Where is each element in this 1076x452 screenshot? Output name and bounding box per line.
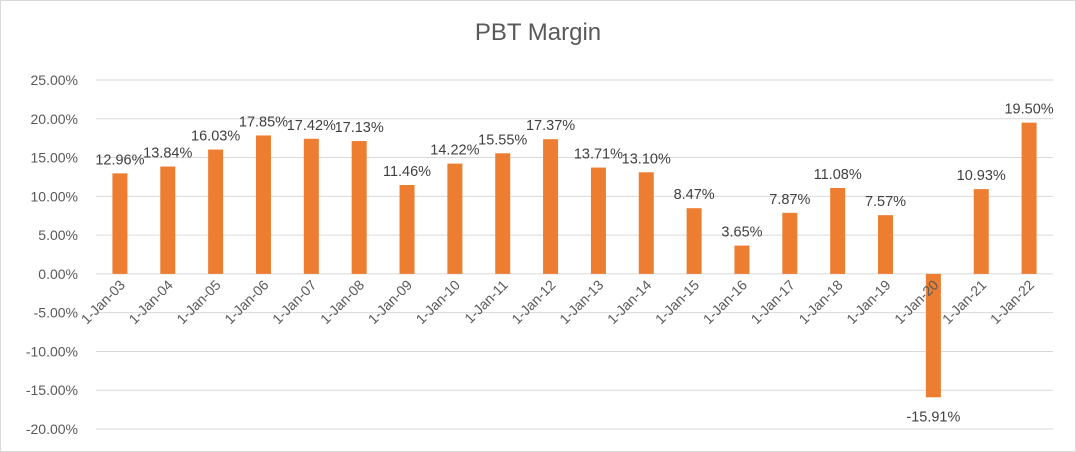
x-tick-label: 1-Jan-21 (939, 277, 990, 328)
y-tick-label: 20.00% (31, 111, 78, 127)
bar (925, 273, 941, 398)
y-axis-tick-labels: 25.00% 20.00% 15.00% 10.00% 5.00% 0.00% -5.00%… (26, 72, 78, 437)
bar (638, 172, 654, 274)
x-tick-label: 1-Jan-16 (700, 277, 751, 328)
x-tick-label: 1-Jan-07 (269, 277, 320, 328)
data-label: 10.93% (957, 168, 1006, 184)
data-label: 14.22% (430, 143, 479, 159)
data-label: -15.91% (906, 409, 960, 425)
data-label: 3.65% (721, 225, 762, 241)
y-tick-label: -10.00% (26, 343, 78, 359)
x-tick-label: 1-Jan-19 (843, 277, 894, 328)
bar (351, 141, 367, 274)
x-tick-label: 1-Jan-14 (604, 277, 655, 328)
chart-title: PBT Margin (474, 19, 602, 46)
x-tick-label: 1-Jan-03 (78, 277, 129, 328)
y-tick-label: 5.00% (38, 227, 78, 243)
bar (447, 163, 463, 274)
bar (1021, 122, 1037, 274)
y-tick-label: -5.00% (34, 305, 78, 321)
y-tick-label: -20.00% (26, 421, 78, 437)
x-tick-label: 1-Jan-06 (221, 277, 272, 328)
gridlines (96, 79, 1053, 430)
x-tick-label: 1-Jan-15 (652, 277, 703, 328)
x-axis-tick-labels: 1-Jan-031-Jan-041-Jan-051-Jan-061-Jan-07… (78, 277, 1038, 328)
data-label: 15.55% (478, 132, 527, 148)
bar (686, 208, 702, 274)
data-label: 11.46% (383, 164, 431, 180)
y-tick-label: 15.00% (31, 150, 78, 166)
data-label: 13.10% (622, 151, 671, 167)
data-label: 17.37% (526, 118, 575, 134)
data-label: 7.57% (865, 194, 906, 210)
x-tick-label: 1-Jan-09 (365, 277, 416, 328)
data-label: 17.13% (335, 120, 384, 136)
bar (734, 245, 750, 274)
data-label: 16.03% (191, 129, 240, 145)
x-tick-label: 1-Jan-13 (556, 277, 607, 328)
y-tick-label: -15.00% (26, 382, 78, 398)
bar (878, 215, 894, 274)
x-tick-label: 1-Jan-12 (508, 277, 559, 328)
x-tick-label: 1-Jan-17 (748, 277, 799, 328)
data-label: 11.08% (814, 167, 862, 183)
bar (782, 212, 798, 274)
data-label: 12.96% (95, 152, 144, 168)
bar (543, 139, 559, 274)
x-tick-label: 1-Jan-11 (461, 277, 511, 327)
x-tick-label: 1-Jan-10 (413, 277, 464, 328)
x-tick-label: 1-Jan-08 (317, 277, 368, 328)
bar (255, 135, 271, 274)
x-tick-label: 1-Jan-22 (987, 277, 1038, 328)
data-labels: 12.96%13.84%16.03%17.85%17.42%17.13% 11.4… (95, 102, 1053, 426)
bar (112, 173, 128, 274)
data-label: 13.71% (574, 147, 623, 163)
bar (973, 189, 989, 274)
data-label: 19.50% (1004, 102, 1053, 118)
x-tick-label: 1-Jan-04 (126, 277, 177, 328)
bar (590, 167, 606, 274)
data-label: 17.42% (287, 118, 336, 134)
y-tick-label: 0.00% (38, 266, 78, 282)
bar (160, 166, 176, 274)
data-label: 8.47% (674, 187, 715, 203)
bar (303, 138, 319, 274)
bar (399, 185, 415, 274)
y-tick-label: 10.00% (31, 188, 78, 204)
bars (112, 122, 1037, 398)
data-label: 13.84% (143, 146, 192, 162)
data-label: 7.87% (769, 192, 810, 208)
bar (495, 153, 511, 274)
bar (208, 149, 224, 274)
y-tick-label: 25.00% (31, 72, 78, 88)
data-label: 17.85% (239, 114, 288, 130)
x-tick-label: 1-Jan-05 (173, 277, 224, 328)
x-tick-label: 1-Jan-18 (795, 277, 846, 328)
bar (830, 187, 846, 274)
